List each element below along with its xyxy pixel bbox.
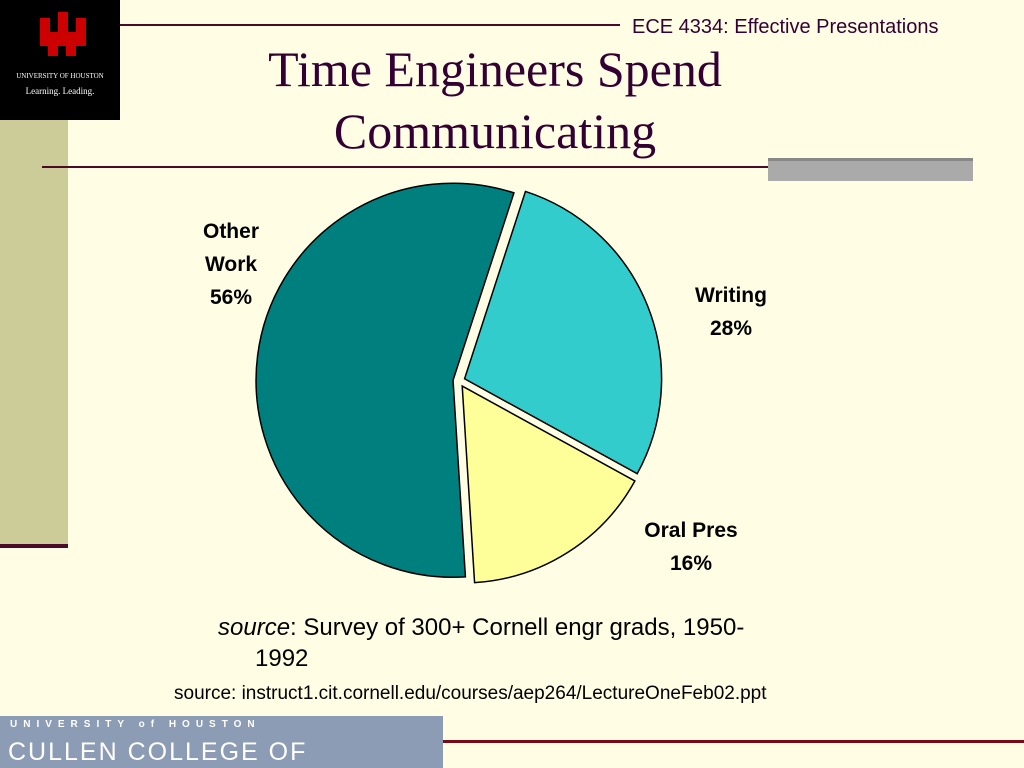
slice-label: Oral Pres 16% xyxy=(626,514,756,580)
logo-shape xyxy=(40,12,86,56)
title-bar xyxy=(768,158,973,181)
slice-label: Other Work 56% xyxy=(196,215,266,314)
top-line xyxy=(120,24,620,26)
category-label: Other Work xyxy=(202,220,259,276)
pie-slice xyxy=(255,182,515,578)
footer-line xyxy=(443,740,1024,743)
course-name: ECE 4334: Effective Presentations xyxy=(632,16,939,38)
title-line xyxy=(42,166,972,168)
logo: UNIVERSITY OF HOUSTON Learning. Leading. xyxy=(0,0,120,120)
pie-slice xyxy=(463,190,663,475)
footer: UNIVERSITY of HOUSTON CULLEN COLLEGE OF … xyxy=(0,716,443,768)
logo-mark xyxy=(40,12,86,56)
source-url: source: instruct1.cit.cornell.edu/course… xyxy=(174,683,767,704)
category-label: Oral Pres xyxy=(644,519,738,542)
side-bar-line xyxy=(0,544,68,548)
value-label: 28% xyxy=(709,317,753,340)
pie-slice xyxy=(461,384,636,584)
logo-name: UNIVERSITY OF HOUSTON xyxy=(16,72,104,80)
category-label: Writing xyxy=(695,284,767,307)
slice-label: Writing 28% xyxy=(671,279,791,345)
source-text: : Survey of 300+ Cornell engr grads, 195… xyxy=(255,614,745,672)
chart-title: Time Engineers Spend Communicating xyxy=(268,41,722,159)
footer-university: UNIVERSITY of HOUSTON xyxy=(10,719,261,730)
value-label: 16% xyxy=(669,552,713,575)
source-label: source xyxy=(218,614,291,641)
source-note: source: Survey of 300+ Cornell engr grad… xyxy=(218,612,795,674)
value-label: 56% xyxy=(209,286,253,309)
logo-motto: Learning. Leading. xyxy=(25,86,95,96)
footer-college: CULLEN COLLEGE OF ENGINEERING xyxy=(8,738,308,768)
